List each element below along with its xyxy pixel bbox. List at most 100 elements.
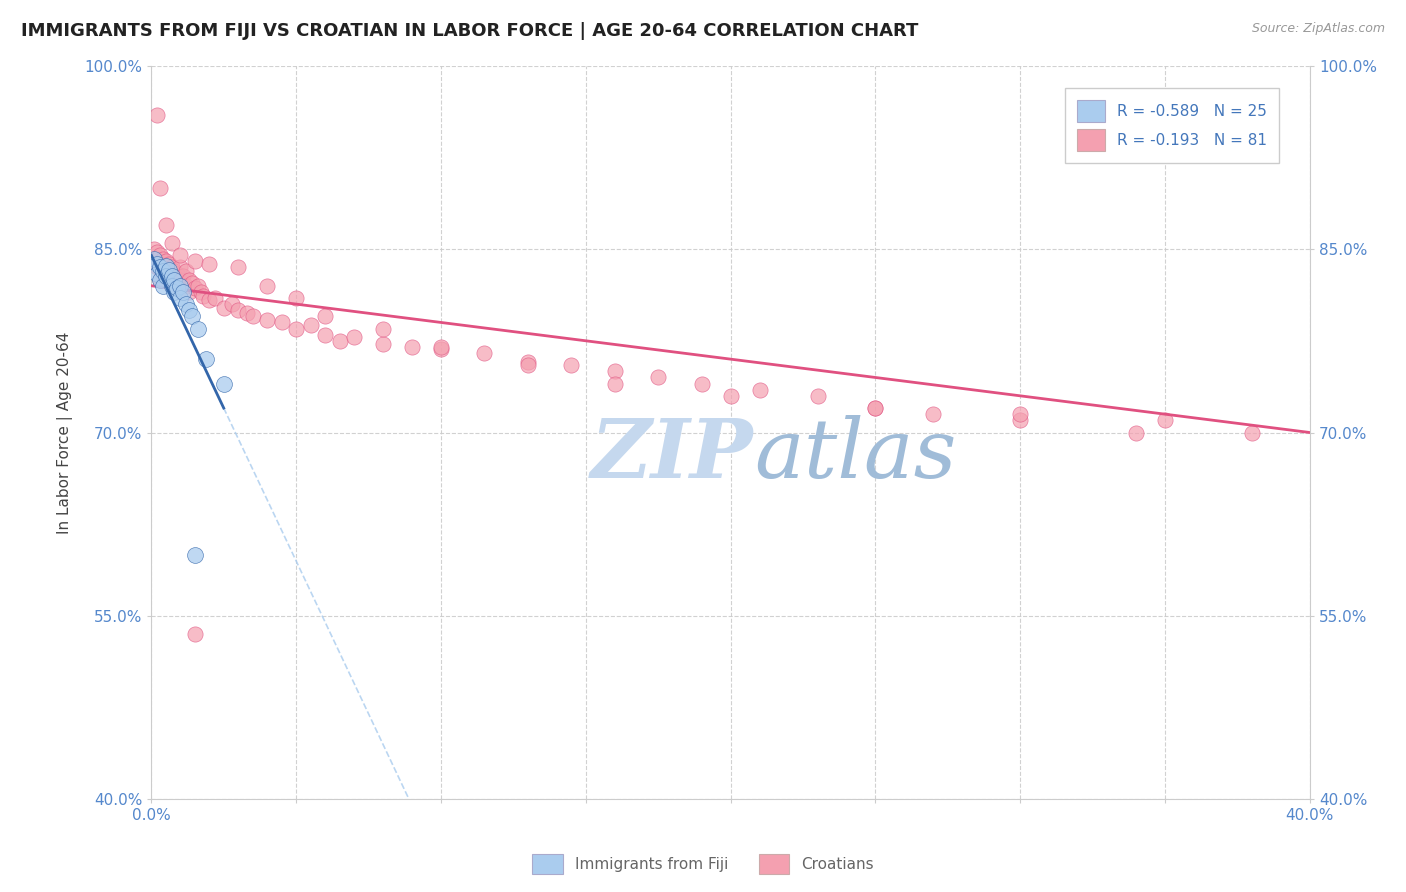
Point: [149, 272, 172, 286]
Point: [193, 288, 215, 302]
Point: [1010, 407, 1032, 421]
Y-axis label: In Labor Force | Age 20-64: In Labor Force | Age 20-64: [58, 331, 73, 533]
Point: [720, 389, 742, 403]
Point: [285, 291, 308, 305]
Point: [146, 244, 169, 259]
Point: [163, 272, 186, 286]
Point: [314, 310, 336, 324]
Point: [163, 277, 186, 291]
Point: [146, 257, 169, 271]
Point: [155, 264, 177, 278]
Point: [226, 260, 249, 275]
Point: [143, 242, 166, 256]
Point: [143, 252, 166, 266]
Text: atlas: atlas: [754, 415, 956, 494]
Point: [1010, 413, 1032, 427]
Point: [149, 272, 172, 286]
Point: [146, 260, 169, 275]
Point: [169, 278, 191, 293]
Point: [152, 268, 174, 283]
Text: IMMIGRANTS FROM FIJI VS CROATIAN IN LABOR FORCE | AGE 20-64 CORRELATION CHART: IMMIGRANTS FROM FIJI VS CROATIAN IN LABO…: [21, 22, 918, 40]
Point: [166, 281, 188, 295]
Point: [172, 285, 194, 299]
Point: [195, 352, 218, 367]
Point: [169, 260, 191, 275]
Point: [603, 364, 626, 378]
Point: [177, 272, 200, 286]
Point: [149, 257, 172, 271]
Point: [174, 264, 197, 278]
Point: [806, 389, 828, 403]
Point: [204, 291, 226, 305]
Point: [647, 370, 669, 384]
Legend: Immigrants from Fiji, Croatians: Immigrants from Fiji, Croatians: [526, 848, 880, 880]
Point: [174, 278, 197, 293]
Point: [160, 278, 183, 293]
Point: [169, 272, 191, 286]
Point: [198, 257, 221, 271]
Point: [285, 321, 308, 335]
Point: [152, 252, 174, 266]
Point: [166, 281, 188, 295]
Point: [180, 310, 202, 324]
Point: [314, 327, 336, 342]
Point: [184, 548, 207, 562]
Point: [256, 278, 278, 293]
Point: [174, 297, 197, 311]
Text: Source: ZipAtlas.com: Source: ZipAtlas.com: [1251, 22, 1385, 36]
Point: [212, 376, 235, 391]
Point: [221, 297, 243, 311]
Point: [371, 321, 394, 335]
Point: [163, 264, 186, 278]
Point: [690, 376, 713, 391]
Point: [149, 181, 172, 195]
Point: [160, 260, 183, 275]
Point: [184, 254, 207, 268]
Point: [163, 285, 186, 299]
Point: [157, 263, 180, 277]
Point: [236, 306, 259, 320]
Point: [748, 383, 770, 397]
Point: [474, 346, 496, 360]
Point: [190, 285, 212, 299]
Point: [270, 315, 292, 329]
Point: [299, 318, 322, 332]
Point: [169, 291, 191, 305]
Point: [256, 313, 278, 327]
Point: [155, 218, 177, 232]
Point: [187, 278, 209, 293]
Point: [152, 278, 174, 293]
Point: [1125, 425, 1147, 440]
Point: [184, 627, 207, 641]
Point: [177, 285, 200, 299]
Point: [160, 235, 183, 250]
Point: [212, 301, 235, 315]
Point: [343, 330, 366, 344]
Text: ZIP: ZIP: [591, 415, 754, 494]
Point: [166, 267, 188, 281]
Point: [146, 267, 169, 281]
Point: [172, 268, 194, 283]
Point: [430, 340, 453, 354]
Legend: R = -0.589   N = 25, R = -0.193   N = 81: R = -0.589 N = 25, R = -0.193 N = 81: [1064, 88, 1279, 163]
Point: [198, 293, 221, 308]
Point: [184, 281, 207, 295]
Point: [152, 264, 174, 278]
Point: [160, 268, 183, 283]
Point: [143, 254, 166, 268]
Point: [1240, 425, 1263, 440]
Point: [155, 254, 177, 268]
Point: [1154, 413, 1177, 427]
Point: [516, 354, 538, 368]
Point: [157, 272, 180, 286]
Point: [603, 376, 626, 391]
Point: [560, 358, 582, 372]
Point: [155, 259, 177, 273]
Point: [430, 343, 453, 357]
Point: [401, 340, 423, 354]
Point: [180, 277, 202, 291]
Point: [149, 248, 172, 262]
Point: [922, 407, 945, 421]
Point: [146, 107, 169, 121]
Point: [242, 310, 264, 324]
